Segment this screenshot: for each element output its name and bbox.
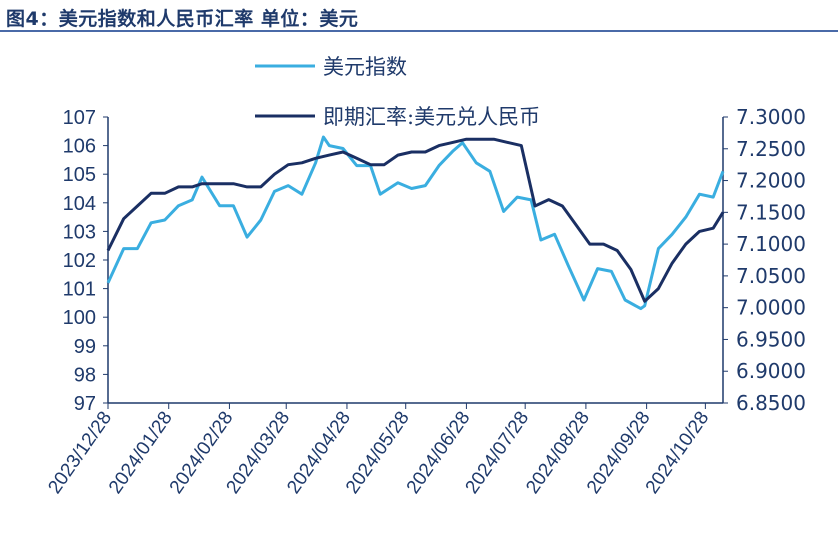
y-right-tick-label: 7.2000 <box>736 169 806 193</box>
y-left-tick-label: 104 <box>63 193 96 215</box>
y-left-tick-label: 107 <box>63 107 96 129</box>
y-left-tick-label: 106 <box>63 136 96 158</box>
axes: 97 98 99 100 101 102 103 104 105 106 107 6.8500 6.90… <box>44 105 806 498</box>
y-right-tick-label: 7.0500 <box>736 264 806 288</box>
y-left-tick-label: 100 <box>63 307 96 329</box>
legend-label: 即期汇率:美元兑人民币 <box>323 105 540 129</box>
y-right-tick-label: 7.2500 <box>736 137 806 161</box>
series-layer <box>106 135 725 311</box>
y-right-tick-label: 6.9000 <box>736 359 806 383</box>
y-right-tick-label: 7.1500 <box>736 200 806 224</box>
y-left-tick-label: 97 <box>74 393 96 415</box>
title-rule <box>0 30 838 32</box>
y-right-tick-label: 7.3000 <box>736 105 806 129</box>
y-left-tick-label: 105 <box>63 164 96 186</box>
y-left-tick-label: 101 <box>63 279 96 301</box>
y-right-tick-label: 6.8500 <box>736 391 806 415</box>
y-right-tick-label: 6.9500 <box>736 327 806 351</box>
figure-title: 图4：美元指数和人民币汇率 单位：美元 <box>6 8 359 30</box>
y-left-tick-label: 102 <box>63 250 96 272</box>
series-line-cny <box>106 137 725 303</box>
y-left-tick-label: 103 <box>63 221 96 243</box>
legend-label: 美元指数 <box>323 55 407 79</box>
y-right-tick-label: 7.0000 <box>736 296 806 320</box>
series-line-dxy <box>106 135 725 311</box>
y-left-tick-label: 98 <box>74 364 96 386</box>
y-right-tick-label: 7.1000 <box>736 232 806 256</box>
y-left-tick-label: 99 <box>74 336 96 358</box>
